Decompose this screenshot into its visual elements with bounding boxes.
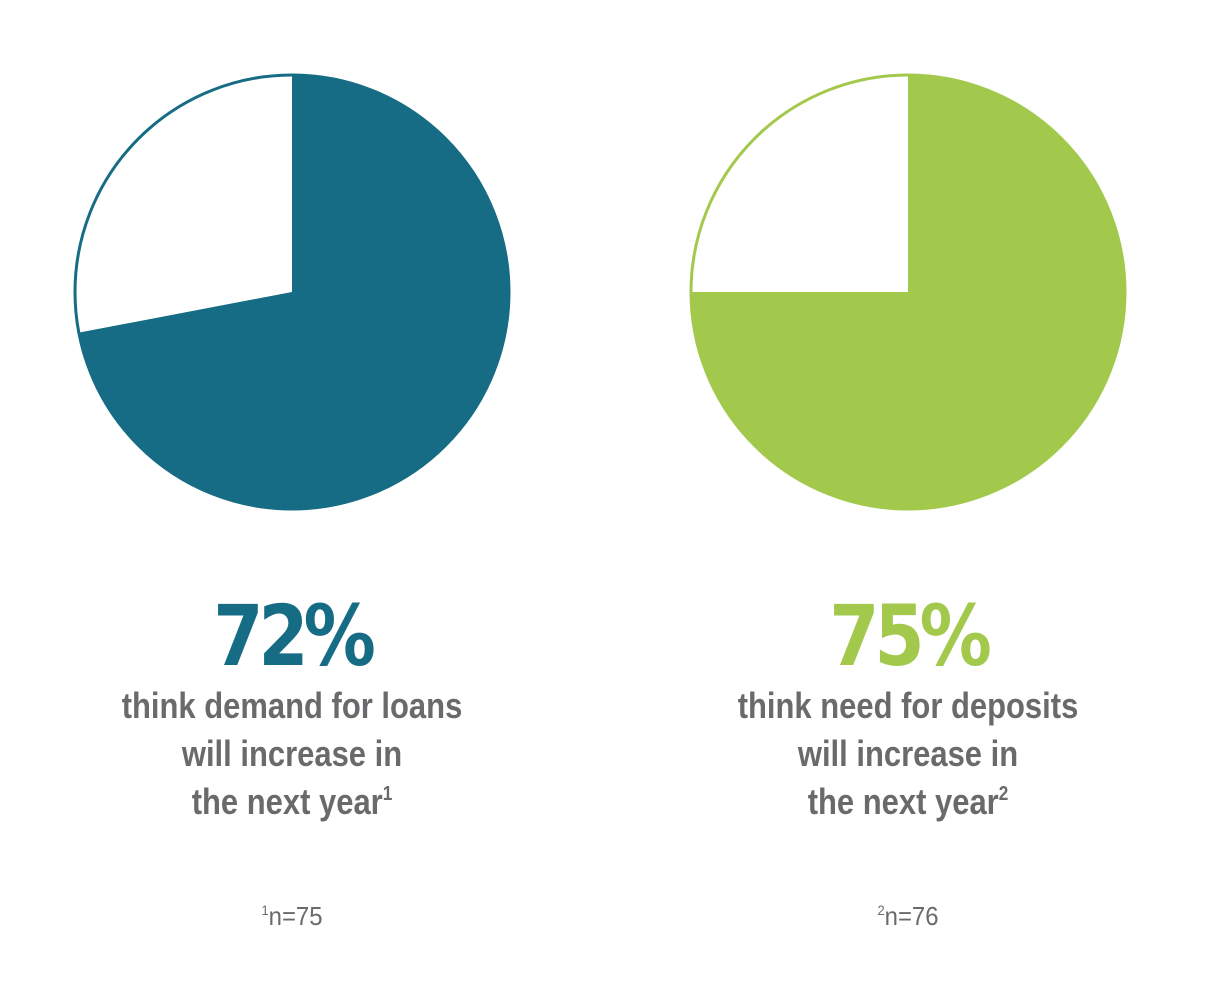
footnote-marker: 2: [998, 783, 1009, 805]
description-line-2: will increase in: [181, 733, 403, 774]
description-line-2: will increase in: [797, 733, 1019, 774]
pie-value-slice: [691, 75, 1125, 509]
loans-pie-chart: [73, 73, 511, 511]
footnote-marker: 1: [382, 783, 393, 805]
description-line-3-text: the next year: [807, 781, 999, 822]
note-text: n=76: [884, 901, 939, 931]
pie-value-slice: [78, 75, 509, 509]
note-marker: 2: [877, 902, 885, 918]
description-line-1: think demand for loans: [121, 685, 463, 726]
deposits-pie-chart: [689, 73, 1127, 511]
deposits-chart-panel: 75% think need for deposits will increas…: [628, 0, 1188, 986]
description-line-3: the next year1: [51, 778, 533, 826]
sample-size-note: 2n=76: [650, 898, 1165, 934]
percent-value: 75%: [829, 587, 992, 685]
description-text: think need for deposits will increase in…: [667, 682, 1149, 826]
description-line-3: the next year2: [667, 778, 1149, 826]
note-text: n=75: [268, 901, 323, 931]
description-line-1: think need for deposits: [737, 685, 1079, 726]
sample-size-note: 1n=75: [34, 898, 549, 934]
description-text: think demand for loans will increase in …: [51, 682, 533, 826]
note-marker: 1: [261, 902, 269, 918]
description-line-3-text: the next year: [191, 781, 383, 822]
loans-chart-panel: 72% think demand for loans will increase…: [12, 0, 572, 986]
percent-value: 72%: [213, 587, 376, 685]
